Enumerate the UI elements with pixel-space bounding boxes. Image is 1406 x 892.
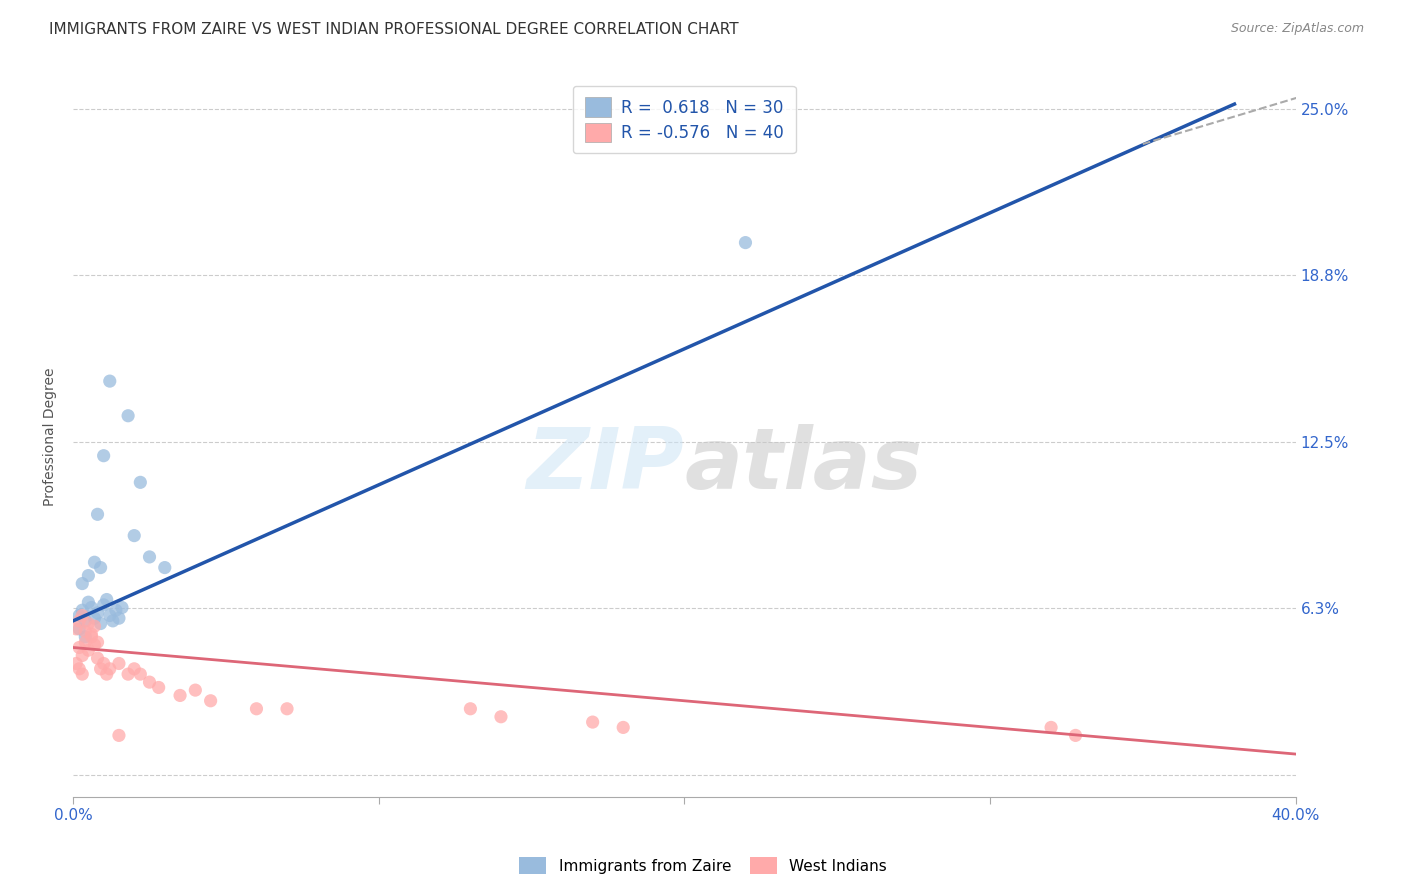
Point (108, 657, 131, 671)
Point (93, 449, 115, 463)
Point (86, 651, 108, 665)
Point (122, 528, 145, 542)
Point (86, 606, 108, 620)
Point (153, 560, 176, 574)
Text: atlas: atlas (685, 425, 922, 508)
Point (72, 667, 94, 681)
Point (129, 667, 152, 681)
Point (108, 611, 131, 625)
Point (148, 681, 170, 695)
Point (72, 608, 94, 623)
Text: ZIP: ZIP (527, 425, 685, 508)
Point (98, 374, 121, 388)
Point (93, 657, 115, 671)
Point (72, 576, 94, 591)
Point (582, 715, 605, 730)
Point (77, 616, 100, 631)
Point (67, 614, 90, 628)
Point (65, 657, 87, 671)
Point (83, 555, 105, 569)
Point (75, 614, 97, 628)
Point (96, 667, 118, 681)
Point (169, 689, 191, 703)
Point (98, 662, 121, 676)
Point (72, 648, 94, 663)
Point (75, 630, 97, 644)
Point (77, 643, 100, 657)
Point (72, 603, 94, 617)
Point (1064, 728, 1087, 742)
Point (489, 710, 512, 724)
Point (67, 622, 90, 636)
Point (80, 630, 103, 644)
Text: Source: ZipAtlas.com: Source: ZipAtlas.com (1230, 22, 1364, 36)
Point (245, 702, 267, 716)
Point (77, 568, 100, 582)
Point (90, 560, 112, 574)
Point (80, 600, 103, 615)
Point (90, 662, 112, 676)
Point (65, 622, 87, 636)
Point (1040, 720, 1063, 734)
Legend: R =  0.618   N = 30, R = -0.576   N = 40: R = 0.618 N = 30, R = -0.576 N = 40 (574, 86, 796, 153)
Y-axis label: Professional Degree: Professional Degree (44, 368, 58, 507)
Point (734, 235, 756, 250)
Point (117, 667, 139, 681)
Point (138, 675, 160, 690)
Point (75, 624, 97, 639)
Point (83, 611, 105, 625)
Point (138, 549, 160, 564)
Point (111, 600, 134, 615)
Point (129, 475, 152, 490)
Point (67, 608, 90, 623)
Point (108, 728, 131, 742)
Point (104, 603, 127, 617)
Point (460, 702, 482, 716)
Point (77, 595, 100, 609)
Point (200, 694, 222, 708)
Point (101, 614, 124, 628)
Point (117, 409, 139, 423)
Text: IMMIGRANTS FROM ZAIRE VS WEST INDIAN PROFESSIONAL DEGREE CORRELATION CHART: IMMIGRANTS FROM ZAIRE VS WEST INDIAN PRO… (49, 22, 738, 37)
Point (98, 608, 121, 623)
Point (90, 616, 112, 631)
Point (75, 635, 97, 649)
Point (83, 619, 105, 633)
Point (80, 627, 103, 641)
Point (184, 683, 207, 698)
Point (67, 662, 90, 676)
Legend: Immigrants from Zaire, West Indians: Immigrants from Zaire, West Indians (513, 851, 893, 880)
Point (86, 508, 108, 522)
Point (612, 720, 634, 734)
Point (83, 638, 105, 652)
Point (122, 662, 145, 676)
Point (96, 592, 118, 607)
Point (86, 635, 108, 649)
Point (93, 598, 115, 612)
Point (67, 640, 90, 655)
Point (276, 702, 298, 716)
